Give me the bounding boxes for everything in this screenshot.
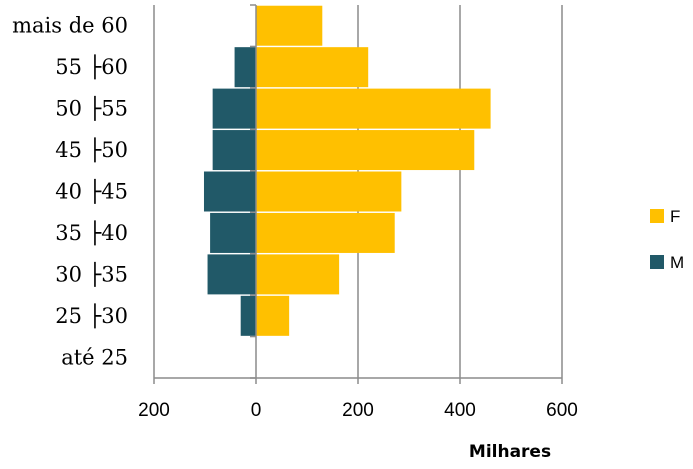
bar-M-3	[210, 212, 256, 253]
bar-F-6	[256, 88, 491, 129]
category-label: 40 ├45	[55, 179, 128, 205]
category-label: 35 ├40	[55, 220, 128, 246]
bar-M-2	[207, 254, 256, 295]
x-tick-label: 600	[546, 400, 578, 421]
category-label: 50 ├55	[55, 96, 128, 122]
bar-F-7	[256, 47, 369, 88]
bars	[203, 5, 491, 336]
x-tick-label: 200	[138, 400, 170, 421]
axes	[153, 4, 563, 384]
bar-F-3	[256, 212, 395, 253]
category-label: 25 ├30	[55, 303, 128, 329]
legend-swatch-F	[650, 209, 664, 223]
bar-F-8	[256, 5, 323, 46]
x-axis-title: Milhares	[469, 442, 551, 462]
x-tick-label: 200	[342, 400, 374, 421]
bar-M-7	[234, 47, 256, 88]
category-label: 55 ├60	[55, 54, 128, 80]
legend-label-M: M	[670, 253, 684, 272]
legend-label-F: F	[670, 207, 680, 226]
category-label: 45 ├50	[55, 137, 128, 163]
bar-F-1	[256, 295, 290, 336]
category-labels: até 25 25 ├30 30 ├35 35 ├40 40 ├45 45 ├50 50 ├…	[12, 14, 128, 370]
bar-F-2	[256, 254, 340, 295]
legend: FM	[650, 207, 684, 272]
bar-M-6	[212, 88, 256, 129]
legend-swatch-M	[650, 255, 664, 269]
bar-F-5	[256, 130, 475, 171]
category-label: até 25	[61, 345, 128, 369]
category-label: mais de 60	[12, 14, 128, 38]
x-tick-label: 400	[444, 400, 476, 421]
bar-M-4	[203, 171, 256, 212]
x-tick-label: 0	[251, 400, 262, 421]
bar-M-5	[212, 130, 256, 171]
category-label: 30 ├35	[55, 261, 128, 287]
bar-F-4	[256, 171, 402, 212]
bar-M-1	[240, 295, 256, 336]
x-tick-labels: 200 0 200 400 600	[138, 400, 578, 421]
